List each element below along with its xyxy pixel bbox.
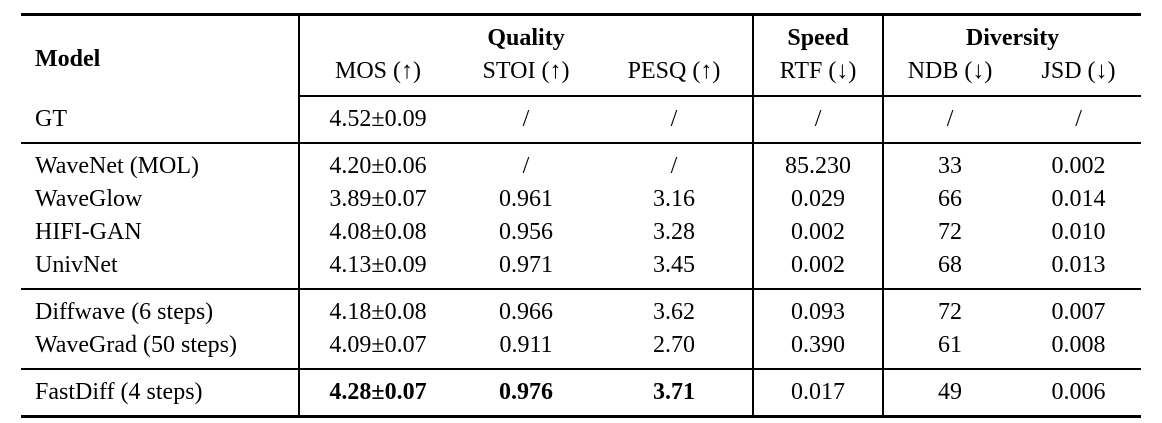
value-cell: 4.13±0.09 xyxy=(329,252,427,278)
table-row: WaveNet (MOL) 4.20±0.06//85.230 33 0.002 xyxy=(21,142,1142,183)
column-header-model: Model xyxy=(21,14,300,96)
column-header-pesq: PESQ (↑) xyxy=(596,55,755,97)
value-cell: / xyxy=(753,96,885,143)
value-cell: 4.20±0.06 xyxy=(299,142,456,183)
model-cell: WaveNet (MOL) xyxy=(21,142,300,183)
value-cell: / xyxy=(522,106,530,132)
value-cell: 0.966 xyxy=(456,288,596,329)
column-header-stoi: STOI (↑) xyxy=(456,55,596,97)
value-cell: 4.09±0.07 xyxy=(329,332,427,358)
value-cell: 66 xyxy=(938,186,963,212)
value-cell: / xyxy=(946,106,954,132)
value-cell: 0.002 xyxy=(753,216,885,249)
value-cell: 4.08±0.08 xyxy=(329,219,427,245)
value-cell: 0.911 xyxy=(499,332,553,358)
value-cell: 68 xyxy=(938,252,963,278)
value-cell: 0.017 xyxy=(753,368,885,417)
model-cell: FastDiff (4 steps) xyxy=(21,368,300,417)
table-row: WaveGlow 3.89±0.07 0.961 3.16 0.029 66 0.014 xyxy=(21,183,1141,216)
value-cell: 2.70 xyxy=(596,329,755,369)
value-cell: 72 xyxy=(883,288,1017,329)
model-cell: Diffwave (6 steps) xyxy=(21,288,300,329)
value-cell: 0.976 xyxy=(456,368,596,417)
value-cell: / xyxy=(596,142,755,183)
model-cell: WaveGlow xyxy=(21,183,300,216)
value-cell: 0.956 xyxy=(499,219,553,245)
value-cell: 85.230 xyxy=(753,142,885,183)
value-cell: 0.013 xyxy=(1051,252,1106,278)
value-cell: 0.007 xyxy=(1016,288,1142,329)
value-cell: 3.62 xyxy=(596,288,755,329)
value-cell: 33 xyxy=(883,142,1017,183)
table-row: UnivNet 4.13±0.09 0.971 3.45 0.002 68 0.013 xyxy=(21,249,1141,289)
model-cell: GT xyxy=(21,96,300,143)
column-header-mos: MOS (↑) xyxy=(299,55,456,97)
value-cell: 49 xyxy=(883,368,1017,417)
value-cell: 0.002 xyxy=(753,249,885,289)
value-cell: / xyxy=(456,142,596,183)
metric-header-row: MOS (↑) STOI (↑) PESQ (↑) RTF (↓) NDB (↓… xyxy=(21,55,1142,97)
value-cell: 72 xyxy=(938,219,963,245)
value-cell: 4.18±0.08 xyxy=(299,288,456,329)
value-cell: 0.093 xyxy=(753,288,885,329)
value-cell: 3.45 xyxy=(596,249,755,289)
table-row: GT 4.52±0.09// / / / xyxy=(21,96,1141,143)
value-cell: 0.006 xyxy=(1016,368,1142,417)
table-row: FastDiff (4 steps) 4.28±0.07 0.976 3.71 0.01… xyxy=(21,368,1142,417)
value-cell: 3.16 xyxy=(596,183,755,216)
table-row: Diffwave (6 steps) 4.18±0.08 0.966 3.62 0.09… xyxy=(21,288,1142,329)
table-row: WaveGrad (50 steps) 4.09±0.07 0.911 2.70 0.3… xyxy=(21,329,1141,369)
value-cell: 0.010 xyxy=(1051,219,1106,245)
value-cell: 3.28 xyxy=(596,216,755,249)
value-cell: 3.89±0.07 xyxy=(329,186,427,212)
value-cell: 0.029 xyxy=(753,183,885,216)
value-cell: 0.014 xyxy=(1051,186,1106,212)
column-header-jsd: JSD (↓) xyxy=(1016,55,1142,97)
results-table: Model Quality Speed Diversity MOS (↑) ST… xyxy=(21,13,1142,418)
value-cell: 3.71 xyxy=(596,368,755,417)
group-header-quality: Quality xyxy=(299,14,755,55)
group-header-speed: Speed xyxy=(753,14,885,55)
value-cell: / xyxy=(1075,106,1082,132)
table-header: Model Quality Speed Diversity MOS (↑) ST… xyxy=(21,14,1142,97)
model-cell: HIFI-GAN xyxy=(21,216,300,249)
table-row: HIFI-GAN 4.08±0.08 0.956 3.28 0.002 72 0.010 xyxy=(21,216,1141,249)
value-cell: 0.390 xyxy=(753,329,885,369)
value-cell: 0.961 xyxy=(499,186,553,212)
value-cell: 4.52±0.09 xyxy=(329,106,427,132)
group-header-row: Model Quality Speed Diversity xyxy=(21,14,1141,96)
value-cell: 0.002 xyxy=(1016,142,1142,183)
value-cell: 61 xyxy=(938,332,963,358)
group-header-diversity: Diversity xyxy=(965,25,1060,51)
value-cell: / xyxy=(596,96,755,143)
column-header-ndb: NDB (↓) xyxy=(883,55,1017,97)
column-header-rtf: RTF (↓) xyxy=(753,55,885,97)
value-cell: 4.28±0.07 xyxy=(299,368,456,417)
model-cell: WaveGrad (50 steps) xyxy=(21,329,300,369)
model-cell: UnivNet xyxy=(21,249,300,289)
value-cell: 0.971 xyxy=(499,252,553,278)
table-body: GT 4.52±0.09// / / / WaveNet (MOL) 4.20±0.06//… xyxy=(21,96,1142,417)
value-cell: 0.008 xyxy=(1051,332,1106,358)
